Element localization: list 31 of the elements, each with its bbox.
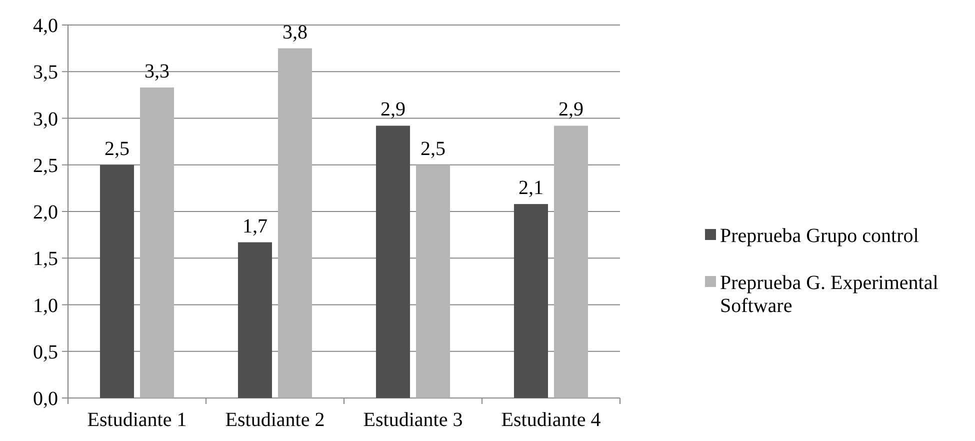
bar xyxy=(554,126,588,398)
bar xyxy=(278,48,312,398)
bar xyxy=(238,242,272,398)
data-label: 2,9 xyxy=(558,98,584,121)
x-tick-label: Estudiante 3 xyxy=(363,409,463,431)
y-tick-label: 2,5 xyxy=(33,154,58,177)
data-label: 3,8 xyxy=(282,21,308,44)
bar xyxy=(514,204,548,398)
data-label: 3,3 xyxy=(144,60,170,82)
data-label: 2,9 xyxy=(380,98,406,121)
data-label: 1,7 xyxy=(242,215,268,238)
data-label: 2,5 xyxy=(104,138,130,160)
y-tick-label: 1,5 xyxy=(33,248,58,270)
y-tick-label: 3,5 xyxy=(33,62,58,84)
data-label: 2,1 xyxy=(518,177,544,200)
y-tick-label: 0,0 xyxy=(33,388,58,410)
y-tick-label: 3,0 xyxy=(33,108,58,130)
x-tick-label: Estudiante 2 xyxy=(225,409,325,431)
y-tick-label: 1,0 xyxy=(33,294,58,317)
y-tick-label: 4,0 xyxy=(33,15,58,37)
bar xyxy=(416,164,450,398)
y-tick-label: 2,0 xyxy=(33,202,58,224)
y-tick-label: 0,5 xyxy=(33,341,58,364)
legend-label: Preprueba G. Experimental Software xyxy=(720,272,939,317)
x-tick-label: Estudiante 1 xyxy=(87,409,187,431)
bar xyxy=(100,164,134,398)
bar xyxy=(376,126,410,398)
data-label: 2,5 xyxy=(420,138,446,160)
legend-label: Preprueba Grupo control xyxy=(720,225,920,247)
x-tick-label: Estudiante 4 xyxy=(501,409,601,431)
bar xyxy=(140,87,174,398)
